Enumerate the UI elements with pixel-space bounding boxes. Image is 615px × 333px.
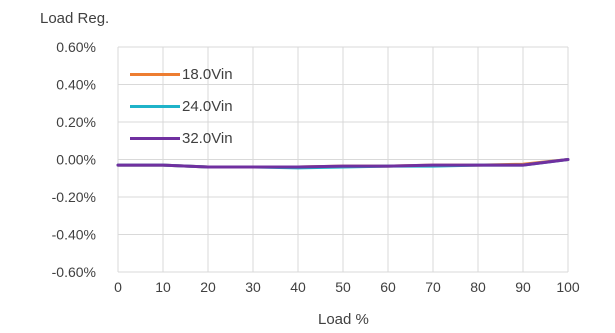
x-axis-ticks: 0 10 20 30 40 50 60 70 80 90 100 [114,279,580,295]
y-tick-label: 0.20% [56,114,96,130]
chart-title: Load Reg. [40,10,110,27]
grid-layer [117,46,569,273]
x-tick-label: 20 [200,279,216,295]
legend-swatch-18vin [130,72,180,76]
legend-label-24vin: 24.0Vin [182,97,233,115]
legend-label-32vin: 32.0Vin [182,129,233,147]
legend: 18.0Vin 24.0Vin 32.0Vin [130,58,233,154]
series-layer [116,158,570,170]
y-tick-label: 0.60% [56,39,96,55]
y-axis-ticks: 0.60% 0.40% 0.20% 0.00% -0.20% -0.40% -0.60% [52,39,96,280]
x-tick-label: 100 [556,279,580,295]
x-tick-label: 50 [335,279,351,295]
y-tick-label: 0.00% [56,152,96,168]
y-tick-label: 0.40% [56,77,96,93]
x-axis-label: Load % [318,311,369,328]
legend-swatch-32vin [130,136,180,140]
x-tick-label: 80 [470,279,486,295]
legend-item-32vin: 32.0Vin [130,122,233,154]
x-tick-label: 0 [114,279,122,295]
legend-swatch-24vin [130,104,180,108]
x-tick-label: 40 [290,279,306,295]
y-tick-label: -0.40% [52,227,96,243]
legend-label-18vin: 18.0Vin [182,65,233,83]
legend-item-24vin: 24.0Vin [130,90,233,122]
x-tick-label: 60 [380,279,396,295]
x-tick-label: 90 [515,279,531,295]
y-tick-label: -0.20% [52,189,96,205]
legend-item-18vin: 18.0Vin [130,58,233,90]
x-tick-label: 30 [245,279,261,295]
x-tick-label: 70 [425,279,441,295]
y-tick-label: -0.60% [52,264,96,280]
x-tick-label: 10 [155,279,171,295]
